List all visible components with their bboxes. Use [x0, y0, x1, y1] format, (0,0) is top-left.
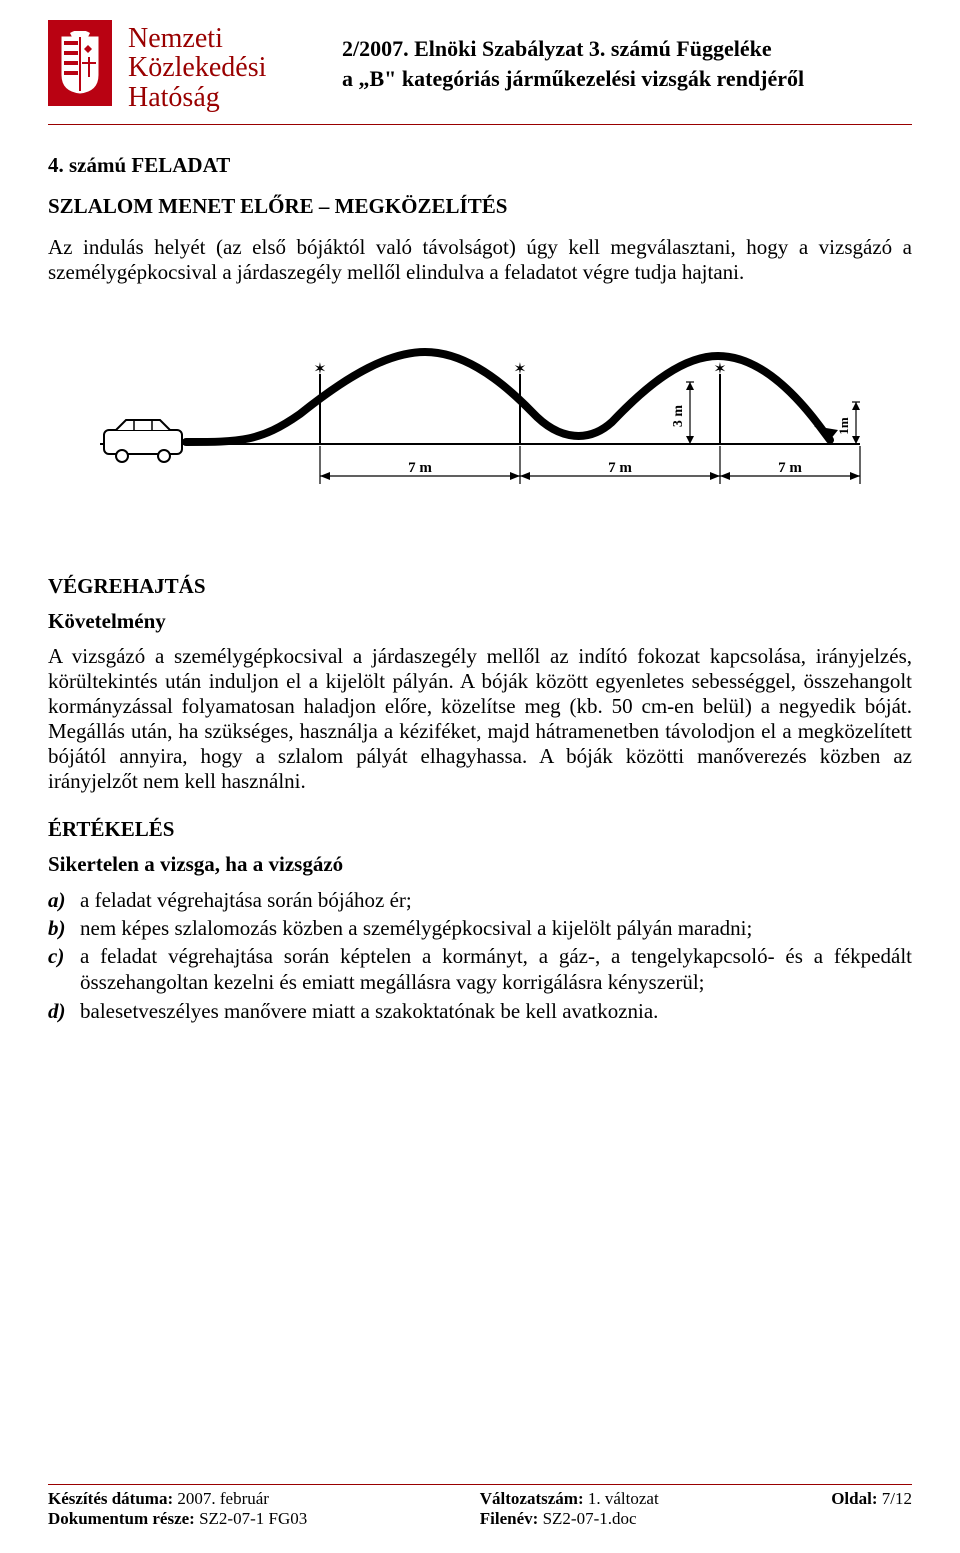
list-text: nem képes szlalomozás közben a személygé… — [80, 915, 912, 941]
footer-right: Oldal: 7/12 — [831, 1489, 912, 1529]
footer-version-label: Változatszám: — [480, 1489, 584, 1508]
coat-of-arms-icon — [58, 31, 102, 95]
list-marker: c) — [48, 943, 80, 996]
list-marker: a) — [48, 887, 80, 913]
org-name: Nemzeti Közlekedési Hatóság — [128, 20, 308, 112]
execution-heading: VÉGREHAJTÁS — [48, 574, 912, 599]
footer-version-value: 1. változat — [584, 1489, 659, 1508]
footer-made-value: 2007. február — [173, 1489, 269, 1508]
page-footer: Készítés dátuma: 2007. február Dokumentu… — [48, 1484, 912, 1529]
dim-3m-label: 3 m — [671, 404, 686, 427]
fail-heading: Sikertelen a vizsga, ha a vizsgázó — [48, 852, 912, 877]
org-logo — [48, 20, 112, 106]
dim-3m: 3 m — [671, 382, 694, 444]
dim-7m-label-3: 7 m — [778, 460, 802, 476]
slalom-diagram-svg: ✶ ✶ ✶ 3 m — [90, 334, 870, 514]
dim-7m-label-2: 7 m — [608, 460, 632, 476]
list-item: a)a feladat végrehajtása során bójához é… — [48, 887, 912, 913]
footer-filename-value: SZ2-07-1.doc — [538, 1509, 636, 1528]
document-header: Nemzeti Közlekedési Hatóság 2/2007. Elnö… — [48, 20, 912, 125]
car-icon — [104, 420, 182, 462]
document-title: 2/2007. Elnöki Szabályzat 3. számú Függe… — [324, 20, 804, 93]
footer-docpart-value: SZ2-07-1 FG03 — [195, 1509, 307, 1528]
task-title: SZLALOM MENET ELŐRE – MEGKÖZELÍTÉS — [48, 194, 912, 219]
footer-filename-label: Filenév: — [480, 1509, 539, 1528]
svg-text:✶: ✶ — [313, 361, 326, 378]
list-item: b)nem képes szlalomozás közben a személy… — [48, 915, 912, 941]
list-text: a feladat végrehajtása során bójához ér; — [80, 887, 912, 913]
task-intro: Az indulás helyét (az első bójáktól való… — [48, 235, 912, 285]
evaluation-heading: ÉRTÉKELÉS — [48, 817, 912, 842]
slalom-diagram: ✶ ✶ ✶ 3 m — [48, 334, 912, 514]
footer-left: Készítés dátuma: 2007. február Dokumentu… — [48, 1489, 307, 1529]
list-item: d)balesetveszélyes manővere miatt a szak… — [48, 998, 912, 1024]
dim-1m: 1m — [836, 402, 860, 444]
svg-text:✶: ✶ — [513, 361, 526, 378]
doc-title-line2: a „B" kategóriás járműkezelési vizsgák r… — [342, 66, 804, 91]
dim-7m-label-1: 7 m — [408, 460, 432, 476]
requirement-text: A vizsgázó a személygépkocsival a járdas… — [48, 644, 912, 795]
list-item: c)a feladat végrehajtása során képtelen … — [48, 943, 912, 996]
task-number-heading: 4. számú FELADAT — [48, 153, 912, 178]
requirement-heading: Követelmény — [48, 609, 912, 634]
footer-page-value: 7/12 — [878, 1489, 912, 1508]
org-name-line3: Hatóság — [128, 82, 220, 113]
footer-center: Változatszám: 1. változat Filenév: SZ2-0… — [480, 1489, 659, 1529]
slalom-path — [186, 352, 830, 442]
list-text: a feladat végrehajtása során képtelen a … — [80, 943, 912, 996]
svg-text:✶: ✶ — [713, 361, 726, 378]
doc-title-line1: 2/2007. Elnöki Szabályzat 3. számú Függe… — [342, 36, 772, 61]
footer-page-label: Oldal: — [831, 1489, 877, 1508]
dim-1m-label: 1m — [836, 417, 851, 435]
org-name-line1: Nemzeti — [128, 23, 223, 54]
buoy-3: ✶ — [713, 361, 726, 444]
org-name-line2: Közlekedési — [128, 52, 266, 83]
list-marker: b) — [48, 915, 80, 941]
dim-7m-group: 7 m 7 m 7 m — [320, 446, 860, 484]
footer-made-label: Készítés dátuma: — [48, 1489, 173, 1508]
list-text: balesetveszélyes manővere miatt a szakok… — [80, 998, 912, 1024]
list-marker: d) — [48, 998, 80, 1024]
footer-docpart-label: Dokumentum része: — [48, 1509, 195, 1528]
fail-criteria-list: a)a feladat végrehajtása során bójához é… — [48, 887, 912, 1024]
